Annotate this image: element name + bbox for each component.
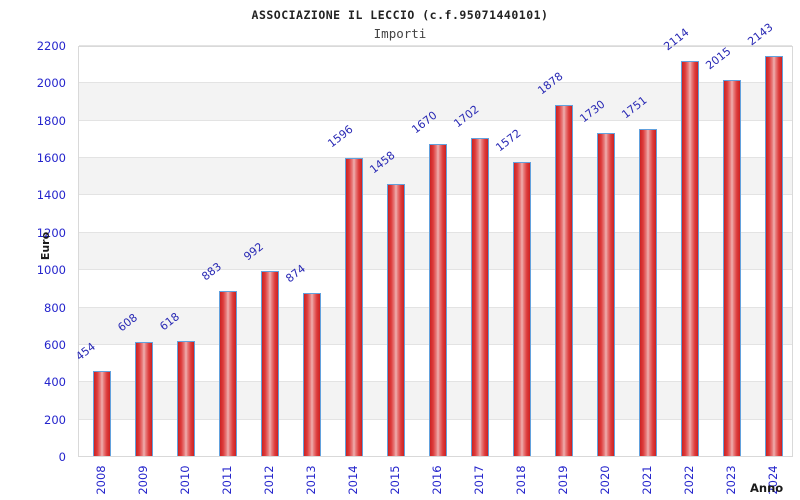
bar	[639, 128, 657, 456]
x-tick-label: 2017	[472, 465, 486, 495]
gridline	[79, 45, 792, 46]
y-tick-label: 1200	[36, 225, 66, 240]
x-tick-label: 2023	[724, 465, 738, 495]
x-tick-label: 2009	[136, 465, 150, 495]
y-tick-label: 600	[44, 337, 66, 352]
x-tick-label: 2010	[178, 465, 192, 495]
grid-band	[79, 82, 792, 120]
y-tick-label: 1600	[36, 151, 66, 166]
y-axis-label: Euro	[39, 231, 52, 261]
bar	[723, 79, 741, 456]
y-tick-label: 0	[58, 450, 66, 464]
x-tick-label: 2020	[598, 465, 612, 495]
bar	[261, 270, 279, 456]
y-tick-label: 2200	[36, 39, 66, 53]
y-tick-label: 1400	[36, 188, 66, 203]
y-tick-label: 800	[44, 300, 66, 315]
bar	[765, 55, 783, 456]
y-tick-label: 1000	[36, 263, 66, 278]
bar	[597, 132, 615, 456]
bar	[429, 144, 447, 456]
x-tick-label: 2022	[682, 465, 696, 495]
x-tick-label: 2019	[556, 465, 570, 495]
x-tick-label: 2016	[430, 465, 444, 495]
y-tick-label: 200	[44, 412, 66, 427]
chart-subtitle: Importi	[373, 26, 427, 41]
x-tick-label: 2018	[514, 465, 528, 495]
x-tick-label: 2013	[304, 465, 318, 495]
x-tick-label: 2012	[262, 465, 276, 495]
gridline	[79, 119, 792, 121]
x-axis-label: Anno	[750, 481, 784, 495]
bar	[513, 162, 531, 456]
chart-title: ASSOCIAZIONE IL LECCIO (c.f.95071440101)	[251, 8, 549, 22]
y-tick-label: 2000	[36, 76, 66, 91]
bar	[219, 291, 237, 456]
y-tick-label: 400	[44, 375, 66, 390]
x-tick-label: 2011	[220, 465, 234, 495]
bar	[681, 61, 699, 456]
bar	[135, 342, 153, 456]
bar	[387, 183, 405, 456]
x-tick-label: 2008	[94, 465, 108, 495]
bar	[345, 157, 363, 456]
x-tick-label: 2014	[346, 465, 360, 495]
bar	[555, 105, 573, 456]
bar	[177, 340, 195, 456]
bar	[471, 138, 489, 456]
gridline	[79, 82, 792, 84]
x-tick-label: 2021	[640, 465, 654, 495]
bar	[303, 292, 321, 456]
x-tick-label: 2015	[388, 465, 402, 495]
bar	[93, 371, 111, 456]
y-tick-label: 1800	[36, 113, 66, 128]
plot-area	[78, 45, 793, 457]
